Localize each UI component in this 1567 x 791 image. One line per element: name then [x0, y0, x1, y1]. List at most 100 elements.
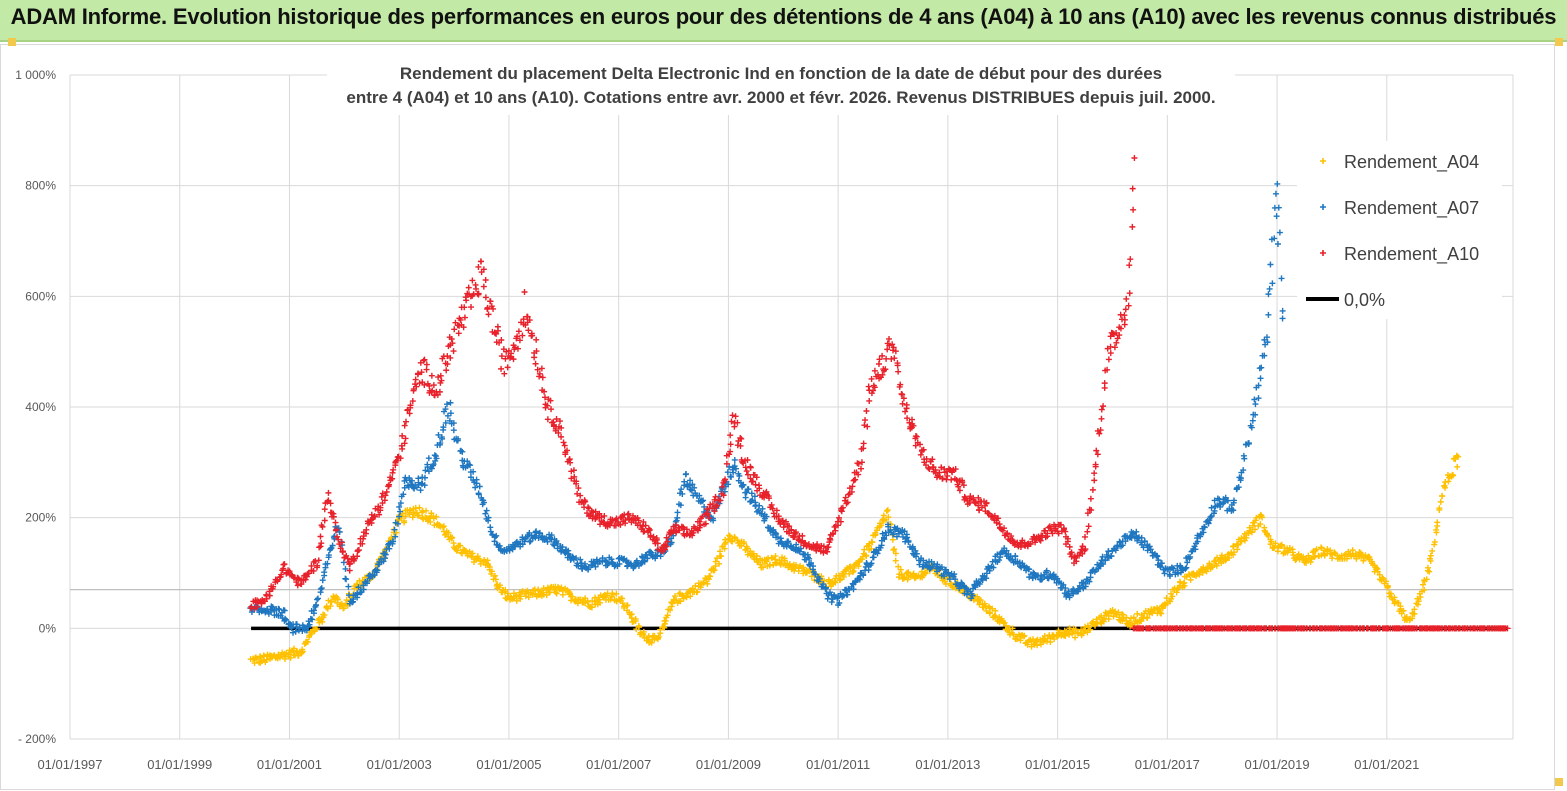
data-point: [722, 539, 729, 546]
data-point: [510, 595, 517, 602]
data-point: [491, 538, 498, 545]
data-point: [277, 653, 284, 660]
data-point: [808, 559, 815, 566]
data-point: [448, 535, 455, 542]
corner-handle-top-left[interactable]: [8, 38, 16, 46]
data-point: [451, 326, 458, 333]
data-point: [860, 440, 867, 447]
data-point: [1454, 463, 1461, 470]
data-point: [1368, 558, 1375, 565]
data-point: [687, 477, 694, 484]
chart-title-line: Rendement du placement Delta Electronic …: [400, 64, 1162, 83]
data-point: [482, 510, 489, 517]
data-point: [465, 284, 472, 291]
data-point: [1238, 538, 1245, 545]
data-point: [660, 623, 667, 630]
data-point: [632, 617, 639, 624]
data-point: [888, 355, 895, 362]
data-point: [1066, 543, 1073, 550]
data-point: [282, 616, 289, 623]
data-point: [397, 500, 404, 507]
data-point: [401, 484, 408, 491]
data-point: [544, 416, 551, 423]
data-point: [443, 401, 450, 408]
data-point: [619, 600, 626, 607]
data-point: [1131, 155, 1138, 161]
data-point: [711, 567, 718, 574]
data-point: [1107, 350, 1114, 357]
data-point: [445, 529, 452, 536]
data-point: [1066, 631, 1073, 638]
data-point: [1349, 547, 1356, 554]
data-point: [1034, 642, 1041, 649]
data-point: [1266, 285, 1273, 292]
data-point: [840, 573, 847, 580]
data-point: [769, 555, 776, 562]
data-point: [1272, 540, 1279, 547]
data-point: [716, 560, 723, 567]
data-point: [386, 545, 393, 552]
data-point: [524, 533, 531, 540]
data-point: [525, 594, 532, 601]
data-point: [816, 575, 823, 582]
data-point: [687, 593, 694, 600]
data-point: [628, 611, 635, 618]
corner-handle-top-right[interactable]: [1555, 38, 1563, 46]
data-point: [501, 370, 508, 377]
data-point: [396, 513, 403, 520]
data-point: [450, 427, 457, 434]
y-tick-label: 600%: [25, 289, 56, 303]
data-point: [691, 484, 698, 491]
data-point: [726, 532, 733, 539]
data-point: [472, 281, 479, 288]
chart-title-background: [327, 53, 1235, 115]
x-tick-label: 01/01/2001: [257, 757, 322, 772]
data-point: [753, 552, 760, 559]
data-point: [1267, 261, 1274, 268]
data-point: [1126, 262, 1133, 269]
data-point: [1376, 571, 1383, 578]
data-point: [519, 534, 526, 541]
data-point: [492, 576, 499, 583]
data-point: [1181, 579, 1188, 586]
data-point: [547, 584, 554, 591]
data-point: [810, 563, 817, 570]
data-point: [972, 584, 979, 591]
data-point: [325, 552, 332, 559]
data-point: [1278, 275, 1285, 282]
data-point: [667, 607, 674, 614]
data-point: [952, 576, 959, 583]
data-point: [391, 526, 398, 533]
data-point: [759, 564, 766, 571]
data-point: [863, 408, 870, 415]
data-point: [689, 481, 696, 488]
data-point: [883, 355, 890, 362]
data-point: [1130, 614, 1137, 621]
data-point: [253, 656, 260, 663]
data-point: [1087, 495, 1094, 502]
data-point: [868, 560, 875, 567]
data-point: [899, 400, 906, 407]
data-point: [401, 422, 408, 429]
data-point: [1415, 598, 1422, 605]
data-point: [1161, 570, 1168, 577]
data-point: [744, 486, 751, 493]
data-point: [871, 367, 878, 374]
corner-handle-bottom-right[interactable]: [1555, 778, 1563, 786]
data-point: [1273, 213, 1280, 220]
data-point: [439, 524, 446, 531]
data-point: [799, 532, 806, 539]
data-point: [553, 537, 560, 544]
data-point: [1272, 190, 1279, 197]
data-point: [447, 410, 454, 417]
data-point: [1082, 623, 1089, 630]
data-point: [309, 616, 316, 623]
data-point: [748, 490, 755, 497]
data-point: [991, 612, 998, 619]
legend-entry: Rendement_A07: [1320, 198, 1479, 219]
data-point: [1127, 256, 1134, 263]
data-point: [1311, 554, 1318, 561]
data-point: [793, 541, 800, 548]
data-point: [468, 304, 475, 311]
data-point: [892, 557, 899, 564]
